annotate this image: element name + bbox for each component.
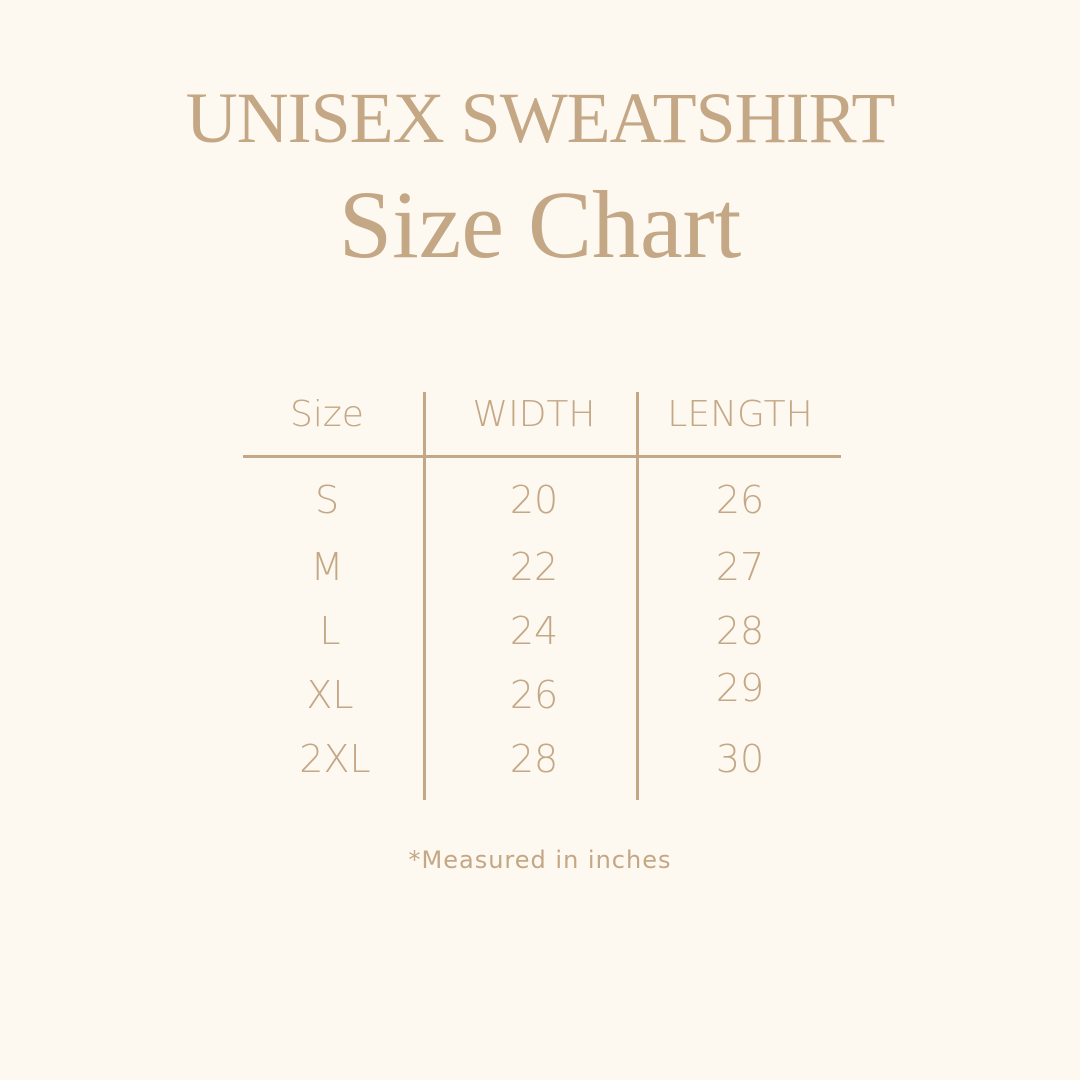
table-cell-length: 30 — [715, 737, 765, 781]
column-header-size: Size — [290, 394, 364, 435]
footnote: *Measured in inches — [408, 846, 672, 874]
column-header-width: WIDTH — [472, 394, 596, 435]
header-divider — [243, 455, 841, 458]
table-cell-size: S — [314, 478, 340, 522]
table-cell-width: 20 — [509, 478, 559, 522]
column-header-length: LENGTH — [667, 394, 813, 435]
table-cell-length: 29 — [715, 666, 765, 710]
page-subtitle: Size Chart — [338, 171, 742, 278]
table-cell-size: 2XL — [299, 737, 371, 781]
column-divider — [636, 392, 639, 800]
table-cell-length: 28 — [715, 609, 765, 653]
table-cell-size: L — [319, 609, 341, 653]
table-cell-size: M — [310, 545, 344, 589]
table-cell-length: 27 — [715, 545, 765, 589]
column-divider — [423, 392, 426, 800]
table-cell-width: 24 — [509, 609, 559, 653]
table-cell-width: 28 — [509, 737, 559, 781]
page-title: UNISEX SWEATSHIRT — [185, 78, 896, 158]
table-cell-size: XL — [306, 673, 354, 717]
table-cell-width: 22 — [509, 545, 559, 589]
table-cell-length: 26 — [715, 478, 765, 522]
table-cell-width: 26 — [509, 673, 559, 717]
